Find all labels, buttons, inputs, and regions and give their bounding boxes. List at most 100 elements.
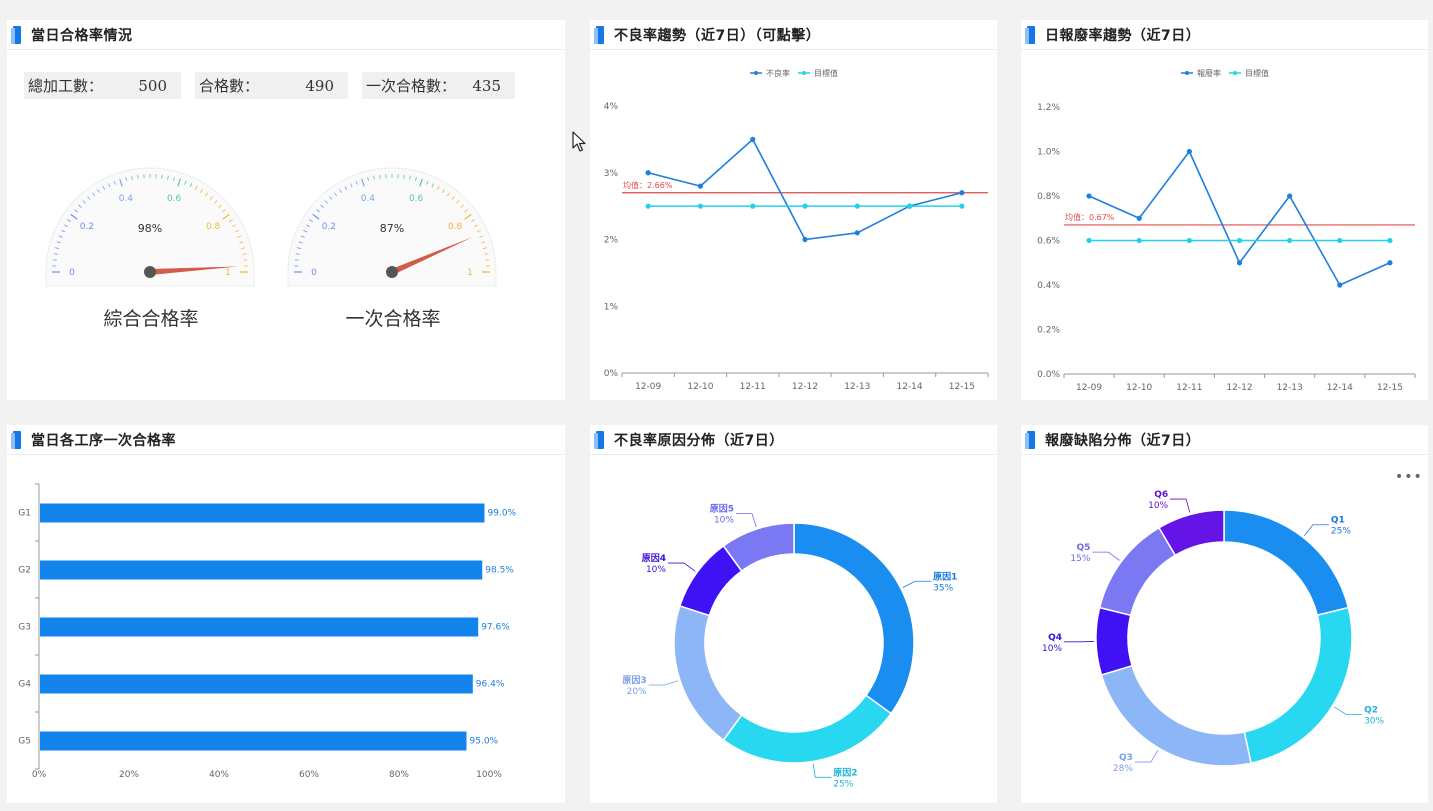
slice-value-label: 25% — [1331, 527, 1351, 537]
gauge-tick — [303, 229, 308, 233]
data-point[interactable] — [854, 230, 860, 236]
gauge-label-first-pass: 一次合格率 — [345, 308, 441, 330]
y-tick-label: 4% — [604, 102, 619, 112]
data-point[interactable] — [1136, 215, 1142, 221]
data-point[interactable] — [1236, 237, 1243, 244]
gauge-tick — [344, 185, 348, 190]
data-point[interactable] — [1287, 237, 1293, 244]
x-tick-label: 12-11 — [1176, 383, 1202, 393]
gauge-tick — [464, 209, 468, 213]
data-point[interactable] — [959, 190, 965, 196]
donut-slice[interactable] — [1100, 664, 1252, 767]
gauge-tick — [92, 192, 96, 197]
gauge-tick — [131, 175, 133, 180]
gauge-tick-label: 0.2 — [322, 222, 336, 232]
gauge-tick — [419, 178, 423, 187]
gauge-tick — [172, 176, 175, 182]
legend-label[interactable]: 目標值 — [1245, 68, 1269, 78]
legend-label[interactable]: 報廢率 — [1197, 68, 1221, 78]
slice-name-label: Q1 — [1331, 516, 1345, 526]
data-point[interactable] — [854, 203, 860, 209]
legend-label[interactable]: 目標值 — [814, 68, 838, 78]
data-point[interactable] — [802, 236, 808, 243]
donut-slice[interactable] — [1095, 606, 1134, 676]
bar[interactable] — [40, 731, 467, 751]
gauge-tick — [194, 185, 198, 190]
y-tick-label: 1.2% — [1037, 103, 1060, 113]
data-point[interactable] — [802, 203, 808, 209]
gauge-tick — [243, 259, 248, 261]
data-point[interactable] — [645, 170, 651, 176]
x-tick-label: 12-15 — [949, 382, 975, 392]
gauge-tick — [54, 247, 60, 250]
donut-slice[interactable] — [722, 694, 893, 764]
x-tick-label: 12-14 — [896, 382, 922, 392]
data-point[interactable] — [1387, 237, 1393, 244]
panel-header: 當日各工序一次合格率 — [7, 425, 565, 455]
data-point[interactable] — [697, 183, 704, 189]
label-leader-line — [735, 513, 757, 528]
gauge-tick — [355, 180, 358, 185]
gauge-tick — [414, 176, 417, 182]
gauge-needle — [390, 237, 473, 275]
gauge-tick — [222, 209, 226, 213]
gauge-tick — [200, 189, 203, 193]
x-tick-label: 60% — [299, 770, 319, 780]
data-point[interactable] — [1387, 260, 1393, 266]
data-point[interactable] — [959, 203, 965, 209]
gauge-tick — [82, 200, 86, 204]
data-point[interactable] — [1186, 148, 1192, 155]
process-panel: 當日各工序一次合格率 G1 99.0% G2 98.5% G3 97.6% G4 96.4% G… — [7, 425, 565, 803]
x-tick-label: 12-10 — [1126, 383, 1152, 393]
stat-label: 總加工數： — [28, 77, 104, 95]
gauge-tick — [316, 209, 320, 213]
gauge-tick — [294, 259, 299, 261]
data-point[interactable] — [906, 203, 913, 209]
data-point[interactable] — [1086, 237, 1092, 244]
slice-name-label: Q6 — [1154, 490, 1168, 500]
slice-value-label: 10% — [1042, 644, 1062, 654]
donut-slice[interactable] — [793, 522, 915, 715]
donut-slice[interactable] — [722, 522, 795, 573]
gauge-tick — [379, 174, 381, 179]
gauge-tick — [209, 196, 213, 200]
process-bar-chart: G1 99.0% G2 98.5% G3 97.6% G4 96.4% G5 95.0% 0% 20%… — [18, 483, 517, 780]
x-tick-label: 100% — [476, 770, 502, 780]
bar[interactable] — [40, 674, 473, 694]
stat-total: 總加工數： 500 — [24, 72, 181, 99]
data-point[interactable] — [1337, 282, 1343, 288]
legend-label[interactable]: 不良率 — [766, 68, 790, 78]
bar[interactable] — [40, 617, 479, 637]
bar[interactable] — [40, 560, 483, 580]
gauge-value: 98% — [138, 222, 162, 235]
data-point[interactable] — [1236, 260, 1243, 266]
data-point[interactable] — [645, 203, 651, 209]
scrap-dist-panel: 報廢缺陷分佈（近7日） Q1 25% Q2 30% Q3 28% Q4 10% Q5 15% Q6 1… — [1021, 425, 1428, 803]
gauge-tick-label: 0.4 — [361, 194, 376, 204]
data-point[interactable] — [750, 203, 756, 209]
donut-slice[interactable] — [1098, 526, 1177, 617]
x-tick-label: 12-10 — [687, 382, 713, 392]
gauge-tick — [53, 253, 58, 255]
bar[interactable] — [40, 503, 485, 523]
gauge-tick — [177, 178, 181, 187]
gauge-tick — [479, 235, 484, 238]
data-point[interactable] — [1186, 237, 1192, 244]
slice-value-label: 30% — [1364, 716, 1384, 726]
donut-slice[interactable] — [673, 604, 743, 742]
data-point[interactable] — [1136, 237, 1142, 244]
label-leader-line — [648, 680, 679, 686]
data-point[interactable] — [1337, 237, 1343, 244]
gauge-tick — [78, 204, 82, 208]
data-point[interactable] — [1287, 193, 1293, 199]
donut-slice[interactable] — [1243, 606, 1353, 765]
donut-slice[interactable] — [1223, 509, 1350, 617]
donut-slice[interactable] — [1157, 509, 1225, 557]
data-point[interactable] — [697, 203, 704, 209]
gauge-tick — [239, 241, 244, 244]
data-point[interactable] — [750, 136, 756, 142]
data-point[interactable] — [1086, 193, 1092, 199]
defect-trend-chart[interactable]: 不良率 目標值 0% 1% 2% 3% 4% 12-09 12-10 12-11 12-12 12-1… — [590, 50, 997, 400]
panel-marker-icon — [1025, 430, 1035, 449]
more-options-icon[interactable]: ••• — [1395, 469, 1423, 485]
